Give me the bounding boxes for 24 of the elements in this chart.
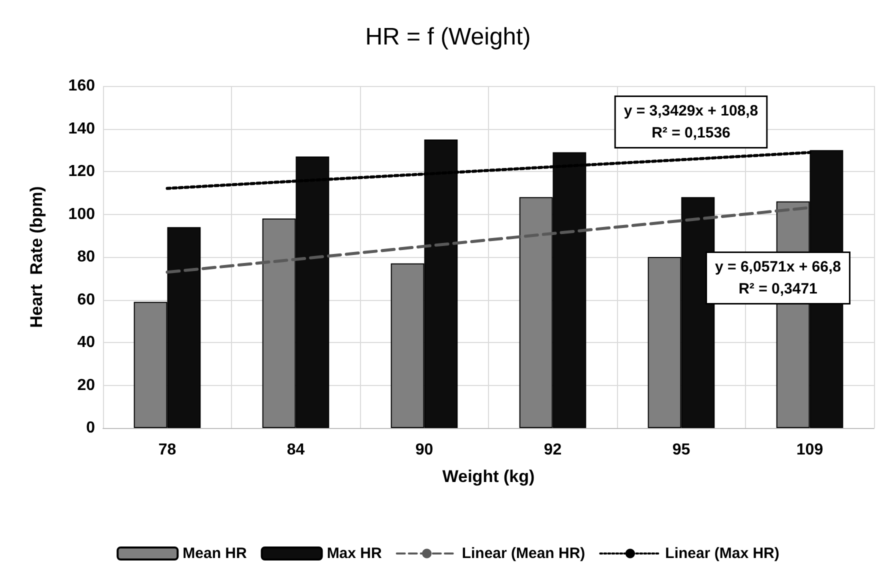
y-tick-label: 80 <box>77 248 96 266</box>
y-tick-label: 60 <box>77 291 96 308</box>
legend-label: Mean HR <box>182 545 247 562</box>
x-tick-label: 92 <box>544 442 562 458</box>
annotation: y = 3,3429x + 108,8 R² = 0,1536 <box>624 102 758 142</box>
x-tick-label: 90 <box>415 442 434 458</box>
y-tick-label: 160 <box>68 78 96 94</box>
y-tick-label: 0 <box>86 420 96 436</box>
chart-title: HR = f (Weight) <box>365 24 531 50</box>
x-axis-title: Weight (kg) <box>442 467 535 486</box>
y-tick-label: 140 <box>68 120 96 138</box>
y-axis-title: Heart Rate (bpm) <box>27 186 46 328</box>
x-tick-label: 78 <box>158 442 176 458</box>
y-tick-label: 20 <box>77 376 96 394</box>
legend-label: Max HR <box>326 545 382 562</box>
x-tick-label: 109 <box>796 442 824 458</box>
x-tick-label: 84 <box>286 442 305 458</box>
y-tick-label: 120 <box>68 163 96 180</box>
annotation: y = 6,0571x + 66,8 R² = 0,3471 <box>715 258 841 298</box>
legend-label: Linear (Max HR) <box>665 545 780 562</box>
y-tick-label: 40 <box>77 334 96 351</box>
legend-label: Linear (Mean HR) <box>462 545 586 562</box>
x-tick-label: 95 <box>672 442 690 458</box>
y-tick-label: 100 <box>68 206 96 223</box>
